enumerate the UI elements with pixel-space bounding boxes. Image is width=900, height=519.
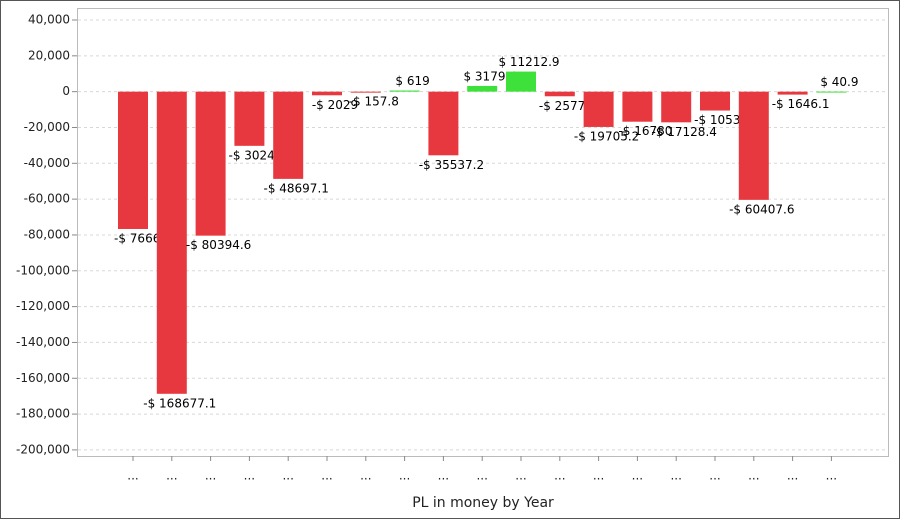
x-tick-label: ... xyxy=(127,469,138,483)
x-tick-label: ... xyxy=(244,469,255,483)
x-tick-label: ... xyxy=(826,469,837,483)
y-tick-label: -100,000 xyxy=(16,263,70,277)
bar xyxy=(273,91,304,179)
bar xyxy=(583,91,614,127)
bar xyxy=(738,91,769,200)
bar xyxy=(389,90,420,92)
bar xyxy=(816,91,847,93)
x-tick-label: ... xyxy=(438,469,449,483)
bar xyxy=(700,91,730,111)
data-label: -$ 35537.2 xyxy=(419,158,484,172)
x-tick-label: ... xyxy=(282,469,293,483)
data-label: -$ 19705.2 xyxy=(574,129,639,143)
data-label: -$ 10539. xyxy=(694,113,752,127)
y-tick-label: -140,000 xyxy=(16,335,70,349)
data-label: -$ 17128.4 xyxy=(651,125,716,139)
bar xyxy=(350,91,381,93)
y-tick-label: -40,000 xyxy=(24,156,70,170)
x-tick-label: ... xyxy=(709,469,720,483)
bar xyxy=(506,71,536,92)
bar xyxy=(661,91,692,123)
y-tick-label: -20,000 xyxy=(24,120,70,134)
x-tick-label: ... xyxy=(670,469,681,483)
x-tick-label: ... xyxy=(554,469,565,483)
bar xyxy=(234,91,265,146)
data-label: -$ 157.8 xyxy=(349,94,399,108)
y-tick-label: -200,000 xyxy=(16,442,70,456)
x-tick-label: ... xyxy=(321,469,332,483)
bar xyxy=(777,91,808,95)
x-tick-label: ... xyxy=(360,469,371,483)
data-label: -$ 80394.6 xyxy=(186,238,251,252)
bar xyxy=(544,91,575,97)
x-tick-label: ... xyxy=(205,469,216,483)
y-tick-label: 40,000 xyxy=(28,13,70,27)
data-label: $ 40.9 xyxy=(820,75,858,89)
x-tick-label: ... xyxy=(748,469,759,483)
y-tick-label: -80,000 xyxy=(24,227,70,241)
bar xyxy=(195,91,226,236)
y-tick-label: 20,000 xyxy=(28,48,70,62)
y-tick-label: -160,000 xyxy=(16,371,70,385)
data-label: -$ 60407.6 xyxy=(729,202,794,216)
data-label: -$ 30248. xyxy=(229,148,287,162)
x-tick-label: ... xyxy=(399,469,410,483)
x-tick-label: ... xyxy=(593,469,604,483)
bar xyxy=(622,91,653,122)
bar xyxy=(428,91,459,156)
bar xyxy=(156,91,187,394)
data-label: -$ 1646.1 xyxy=(772,97,830,111)
data-label: -$ 2577.5 xyxy=(539,99,597,113)
data-label: $ 11212.9 xyxy=(498,55,559,69)
y-tick-label: 0 xyxy=(62,84,70,98)
data-label: -$ 168677.1 xyxy=(143,396,216,410)
data-label: -$ 16780 xyxy=(618,124,672,138)
x-axis-label: PL in money by Year xyxy=(412,495,554,511)
data-label: -$ 2029 xyxy=(312,98,358,112)
data-label: $ 619 xyxy=(395,74,429,88)
data-label: -$ 48697.1 xyxy=(263,181,328,195)
y-tick-label: -120,000 xyxy=(16,299,70,313)
y-tick-label: -60,000 xyxy=(24,192,70,206)
x-tick-label: ... xyxy=(476,469,487,483)
y-tick-label: -180,000 xyxy=(16,407,70,421)
data-label: -$ 76669 xyxy=(114,231,168,245)
x-tick-label: ... xyxy=(632,469,643,483)
data-label: $ 3179.4 xyxy=(463,69,516,83)
x-tick-label: ... xyxy=(787,469,798,483)
bar xyxy=(312,91,342,96)
bar xyxy=(118,91,148,229)
x-tick-label: ... xyxy=(166,469,177,483)
bar xyxy=(467,85,498,92)
x-tick-label: ... xyxy=(515,469,526,483)
